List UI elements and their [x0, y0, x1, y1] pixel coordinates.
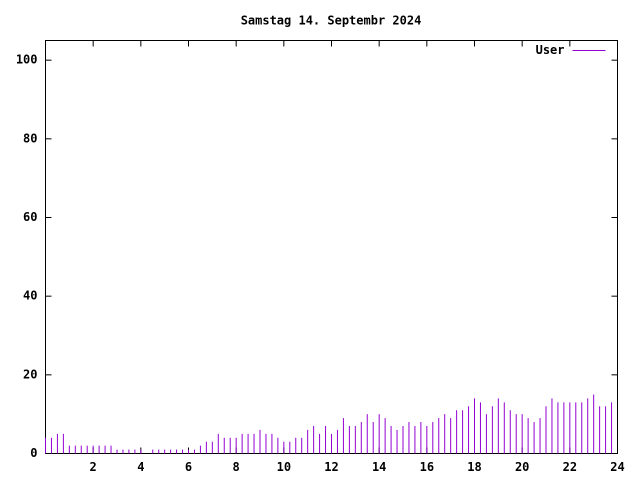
- x-tick-label: 4: [137, 460, 144, 474]
- x-tick-label: 24: [610, 460, 624, 474]
- x-tick-label: 16: [420, 460, 434, 474]
- legend-label: User: [536, 43, 565, 57]
- x-tick-label: 14: [372, 460, 386, 474]
- y-tick-label: 40: [23, 289, 37, 303]
- x-tick-label: 8: [233, 460, 240, 474]
- x-tick-label: 6: [185, 460, 192, 474]
- x-tick-label: 2: [90, 460, 97, 474]
- x-tick-label: 22: [563, 460, 577, 474]
- y-tick-label: 100: [16, 53, 38, 67]
- y-tick-label: 80: [23, 131, 37, 145]
- x-tick-label: 12: [324, 460, 338, 474]
- x-tick-label: 18: [467, 460, 481, 474]
- y-tick-label: 60: [23, 210, 37, 224]
- y-tick-label: 20: [23, 367, 37, 381]
- x-tick-label: 20: [515, 460, 529, 474]
- chart-title: Samstag 14. Septembr 2024: [241, 14, 422, 28]
- y-tick-label: 0: [30, 446, 37, 460]
- x-tick-label: 10: [277, 460, 291, 474]
